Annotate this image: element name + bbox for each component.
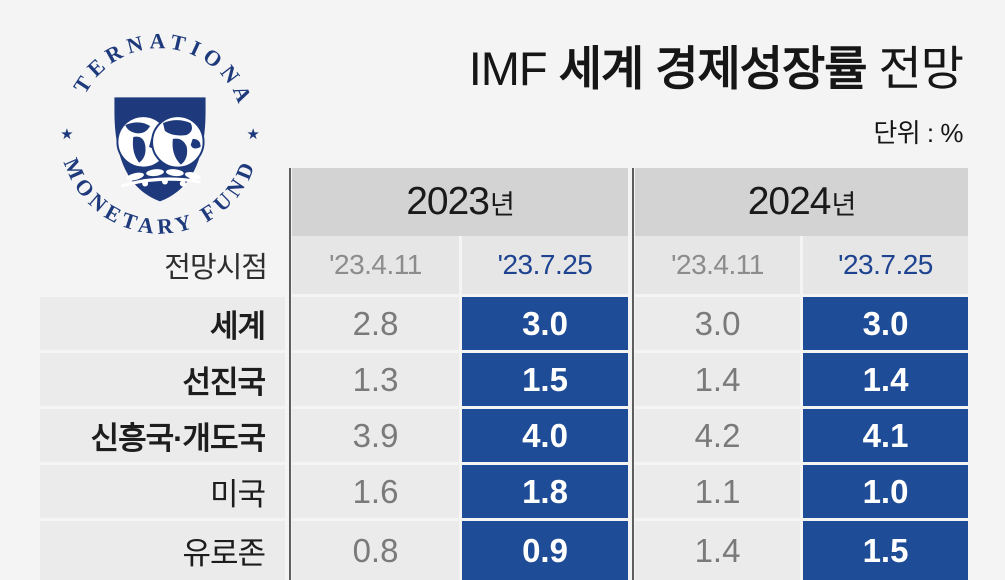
value-advanced-2023-july: 1.5 — [462, 353, 628, 406]
year-2024: 2024 — [747, 180, 832, 223]
year-2023-suffix: 년 — [489, 189, 515, 220]
value-eurozone-2024-april: 1.4 — [635, 521, 800, 580]
title-prefix: IMF — [468, 42, 559, 95]
value-advanced-2023-april: 1.3 — [292, 353, 459, 406]
logo-olive-branch — [121, 169, 201, 188]
date-header-2024-july: '23.7.25 — [803, 236, 968, 294]
year-header-2024: 2024 년 — [635, 168, 968, 236]
value-world-2023-july: 3.0 — [462, 297, 628, 350]
title-suffix: 전망 — [866, 42, 964, 95]
year-2024-suffix: 년 — [831, 189, 856, 220]
logo-left-star-icon: ★ — [60, 127, 73, 143]
forecast-table: 2023 년 2024 년 전망시점 '23.4.11 '23.7.25 '23.4… — [40, 168, 968, 580]
row-label-eurozone: 유로존 — [40, 521, 285, 580]
value-world-2024-april: 3.0 — [635, 297, 800, 350]
divider-2023-2024 — [632, 168, 634, 580]
row-label-usa: 미국 — [40, 465, 285, 518]
value-world-2024-july: 3.0 — [803, 297, 968, 350]
date-header-2023-july: '23.7.25 — [462, 236, 628, 294]
value-emerging-2023-april: 3.9 — [292, 409, 459, 462]
row-label-advanced: 선진국 — [40, 353, 285, 406]
unit-label: 단위 : % — [873, 118, 963, 148]
title-emphasis: 세계 경제성장률 — [558, 42, 868, 95]
value-usa-2023-july: 1.8 — [462, 465, 628, 518]
value-usa-2023-april: 1.6 — [292, 465, 459, 518]
row-label-world: 세계 — [40, 297, 285, 350]
value-eurozone-2024-july: 1.5 — [803, 521, 968, 580]
value-emerging-2024-july: 4.1 — [803, 409, 968, 462]
year-2023: 2023 — [406, 180, 490, 223]
value-usa-2024-july: 1.0 — [803, 465, 968, 518]
value-emerging-2024-april: 4.2 — [635, 409, 800, 462]
value-emerging-2023-july: 4.0 — [462, 409, 628, 462]
date-header-2024-april: '23.4.11 — [635, 236, 800, 294]
value-eurozone-2023-april: 0.8 — [292, 521, 459, 580]
value-eurozone-2023-july: 0.9 — [462, 521, 628, 580]
date-header-2023-april: '23.4.11 — [292, 236, 459, 294]
value-world-2023-april: 2.8 — [292, 297, 459, 350]
value-advanced-2024-july: 1.4 — [803, 353, 968, 406]
logo-globes — [116, 115, 205, 169]
divider-labels-data — [289, 168, 291, 580]
logo-right-star-icon: ★ — [246, 127, 259, 143]
page-title: IMF 세계 경제성장률 전망 — [468, 30, 964, 99]
row-label-emerging: 신흥국·개도국 — [40, 409, 285, 462]
value-usa-2024-april: 1.1 — [635, 465, 800, 518]
corner-label: 전망시점 — [164, 252, 268, 284]
value-advanced-2024-april: 1.4 — [635, 353, 800, 406]
year-header-2023: 2023 년 — [292, 168, 628, 236]
